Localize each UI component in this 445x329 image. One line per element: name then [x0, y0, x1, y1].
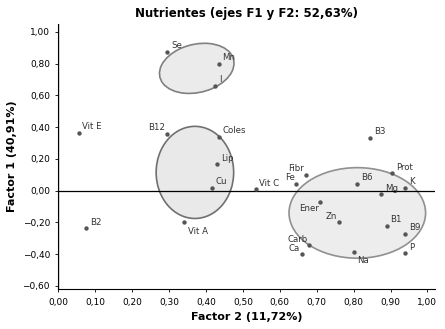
Point — [402, 251, 409, 256]
Text: B1: B1 — [391, 215, 402, 224]
Text: Ener: Ener — [299, 204, 319, 213]
Point — [402, 185, 409, 190]
Text: Vit E: Vit E — [82, 122, 102, 131]
Point — [82, 225, 89, 231]
Point — [402, 231, 409, 236]
Point — [389, 170, 396, 176]
Point — [383, 223, 390, 228]
Text: Lip: Lip — [221, 154, 233, 163]
Point — [350, 249, 357, 254]
Point — [354, 181, 361, 186]
Point — [208, 185, 215, 190]
Point — [299, 252, 306, 257]
Text: Na: Na — [357, 256, 369, 265]
Text: Mg: Mg — [385, 184, 398, 192]
Text: Vit C: Vit C — [259, 179, 279, 188]
Text: K: K — [409, 177, 415, 186]
Ellipse shape — [156, 126, 234, 218]
Point — [215, 134, 222, 139]
Text: Mn: Mn — [222, 53, 235, 62]
Text: Fe: Fe — [285, 173, 295, 182]
Ellipse shape — [289, 168, 425, 258]
Point — [252, 187, 259, 192]
Text: B3: B3 — [374, 127, 385, 136]
Text: B12: B12 — [148, 123, 166, 132]
Text: Prot: Prot — [396, 163, 413, 172]
Point — [293, 182, 300, 187]
X-axis label: Factor 2 (11,72%): Factor 2 (11,72%) — [191, 312, 302, 322]
Point — [335, 220, 342, 225]
Y-axis label: Factor 1 (40,91%): Factor 1 (40,91%) — [7, 101, 17, 212]
Point — [164, 132, 171, 137]
Point — [215, 61, 222, 66]
Text: P: P — [409, 243, 414, 252]
Text: Vit A: Vit A — [187, 227, 207, 236]
Text: I: I — [219, 75, 222, 84]
Point — [164, 49, 171, 54]
Point — [214, 162, 221, 167]
Text: B9: B9 — [409, 223, 421, 232]
Text: B2: B2 — [90, 218, 101, 227]
Point — [306, 243, 313, 248]
Text: Se: Se — [171, 41, 182, 50]
Text: Ca: Ca — [289, 244, 300, 253]
Point — [378, 191, 385, 196]
Point — [180, 220, 187, 225]
Text: B6: B6 — [361, 173, 372, 182]
Text: Fibr: Fibr — [288, 164, 304, 173]
Point — [367, 136, 374, 141]
Point — [317, 199, 324, 204]
Point — [212, 83, 219, 89]
Text: Cu: Cu — [215, 177, 227, 186]
Ellipse shape — [159, 43, 234, 93]
Text: Carb: Carb — [287, 235, 307, 244]
Text: Coles: Coles — [222, 126, 246, 135]
Text: Zn: Zn — [326, 212, 337, 221]
Point — [302, 172, 309, 177]
Point — [75, 130, 82, 135]
Title: Nutrientes (ejes F1 y F2: 52,63%): Nutrientes (ejes F1 y F2: 52,63%) — [135, 7, 358, 20]
